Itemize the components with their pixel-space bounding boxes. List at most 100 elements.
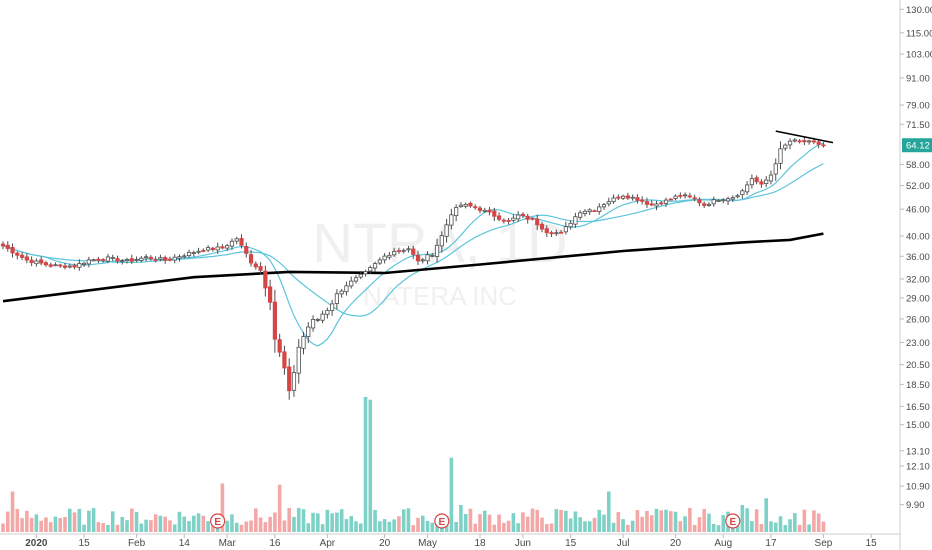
candle — [434, 238, 440, 263]
volume-bar — [506, 520, 511, 532]
candle — [306, 322, 311, 344]
candle-body — [91, 259, 96, 262]
last-price-badge — [902, 138, 932, 153]
volume-bar — [273, 512, 277, 532]
candle — [263, 265, 268, 297]
candle — [382, 253, 387, 264]
candle — [234, 236, 239, 245]
candle-body — [225, 245, 230, 249]
candle — [172, 254, 177, 264]
candle — [43, 260, 49, 267]
candle — [301, 331, 306, 355]
candle-body — [635, 197, 640, 201]
candle-body — [272, 301, 277, 340]
volume-bar — [110, 511, 115, 532]
candle — [277, 333, 282, 358]
candle-body — [191, 252, 196, 254]
candle-body — [430, 254, 435, 257]
volume-bar — [192, 515, 196, 532]
volume-bar — [678, 521, 683, 532]
candle-body — [253, 263, 258, 268]
candle — [244, 242, 249, 258]
candle — [253, 261, 258, 270]
candle-body — [105, 256, 111, 262]
candle-body — [477, 207, 483, 211]
candle — [310, 315, 316, 332]
candle — [573, 212, 578, 228]
volume-bar — [58, 518, 63, 532]
candle-body — [544, 228, 549, 234]
candle-body — [220, 246, 225, 249]
volume-bar — [664, 509, 668, 532]
candle-body — [683, 194, 688, 197]
volume-bar — [401, 509, 406, 532]
candle — [86, 256, 91, 268]
volume-bar — [91, 508, 96, 532]
candle — [563, 221, 568, 235]
candle — [39, 256, 44, 266]
candle-body — [444, 224, 449, 237]
y-tick-label: 71.50 — [906, 120, 930, 131]
y-tick-label: 23.00 — [906, 338, 930, 349]
candlesticks[interactable] — [0, 137, 826, 400]
candle-body — [587, 209, 592, 213]
candle-body — [687, 195, 692, 198]
x-tick-label: 15 — [866, 538, 878, 549]
candle — [101, 258, 106, 263]
candle — [625, 192, 630, 201]
candle — [96, 256, 101, 264]
candle-body — [621, 195, 626, 199]
candle — [659, 201, 664, 206]
time-axis[interactable]: 2020 15 Feb 14 Mar 16 Apr 20 May 18 Jun 15 Jul 20 Aug 1… — [25, 534, 877, 549]
candle-body — [372, 263, 378, 269]
candle-body — [778, 148, 783, 164]
candle-body — [578, 212, 583, 218]
candle — [721, 198, 726, 204]
volume-bar — [530, 508, 535, 532]
candle — [210, 246, 215, 252]
ma-mid-line — [2, 163, 824, 317]
y-tick-label: 18.50 — [906, 380, 930, 391]
candle-body — [816, 141, 821, 145]
volume-bar — [497, 514, 501, 532]
candle — [91, 258, 96, 262]
candle — [72, 263, 77, 270]
volume-bar — [449, 457, 454, 532]
candle — [444, 218, 449, 243]
candle-body — [811, 140, 817, 143]
candle-body — [296, 346, 301, 374]
candle — [320, 310, 325, 324]
candle — [649, 200, 654, 207]
candle — [353, 274, 359, 284]
x-tick-label: Jul — [617, 538, 630, 549]
candle-body — [802, 140, 807, 143]
volume-bar — [616, 512, 621, 532]
candle — [640, 196, 645, 205]
volume-bar — [287, 507, 291, 532]
candle — [535, 214, 540, 231]
candle-body — [573, 216, 578, 225]
volume-bar — [172, 524, 177, 532]
volume-bar — [516, 523, 520, 532]
candle — [501, 218, 506, 224]
volume-bar — [320, 524, 325, 532]
candle — [730, 195, 735, 203]
price-axis[interactable]: 130.00 115.00 103.00 91.00 79.00 71.50 64.12 58… — [900, 5, 932, 511]
candle — [53, 262, 58, 267]
volume-bar — [354, 521, 358, 532]
volume-bar — [220, 483, 225, 532]
volume-bar — [358, 523, 363, 532]
candle — [186, 249, 192, 258]
x-tick-label: May — [418, 538, 437, 549]
volume-bar — [206, 521, 210, 532]
candle — [821, 142, 826, 148]
candle-body — [177, 256, 182, 259]
candle-body — [306, 326, 311, 337]
candle — [458, 202, 464, 208]
volume-bar — [187, 521, 191, 532]
volume-bar — [349, 516, 354, 532]
candle-body — [563, 226, 568, 233]
candle — [511, 214, 516, 223]
